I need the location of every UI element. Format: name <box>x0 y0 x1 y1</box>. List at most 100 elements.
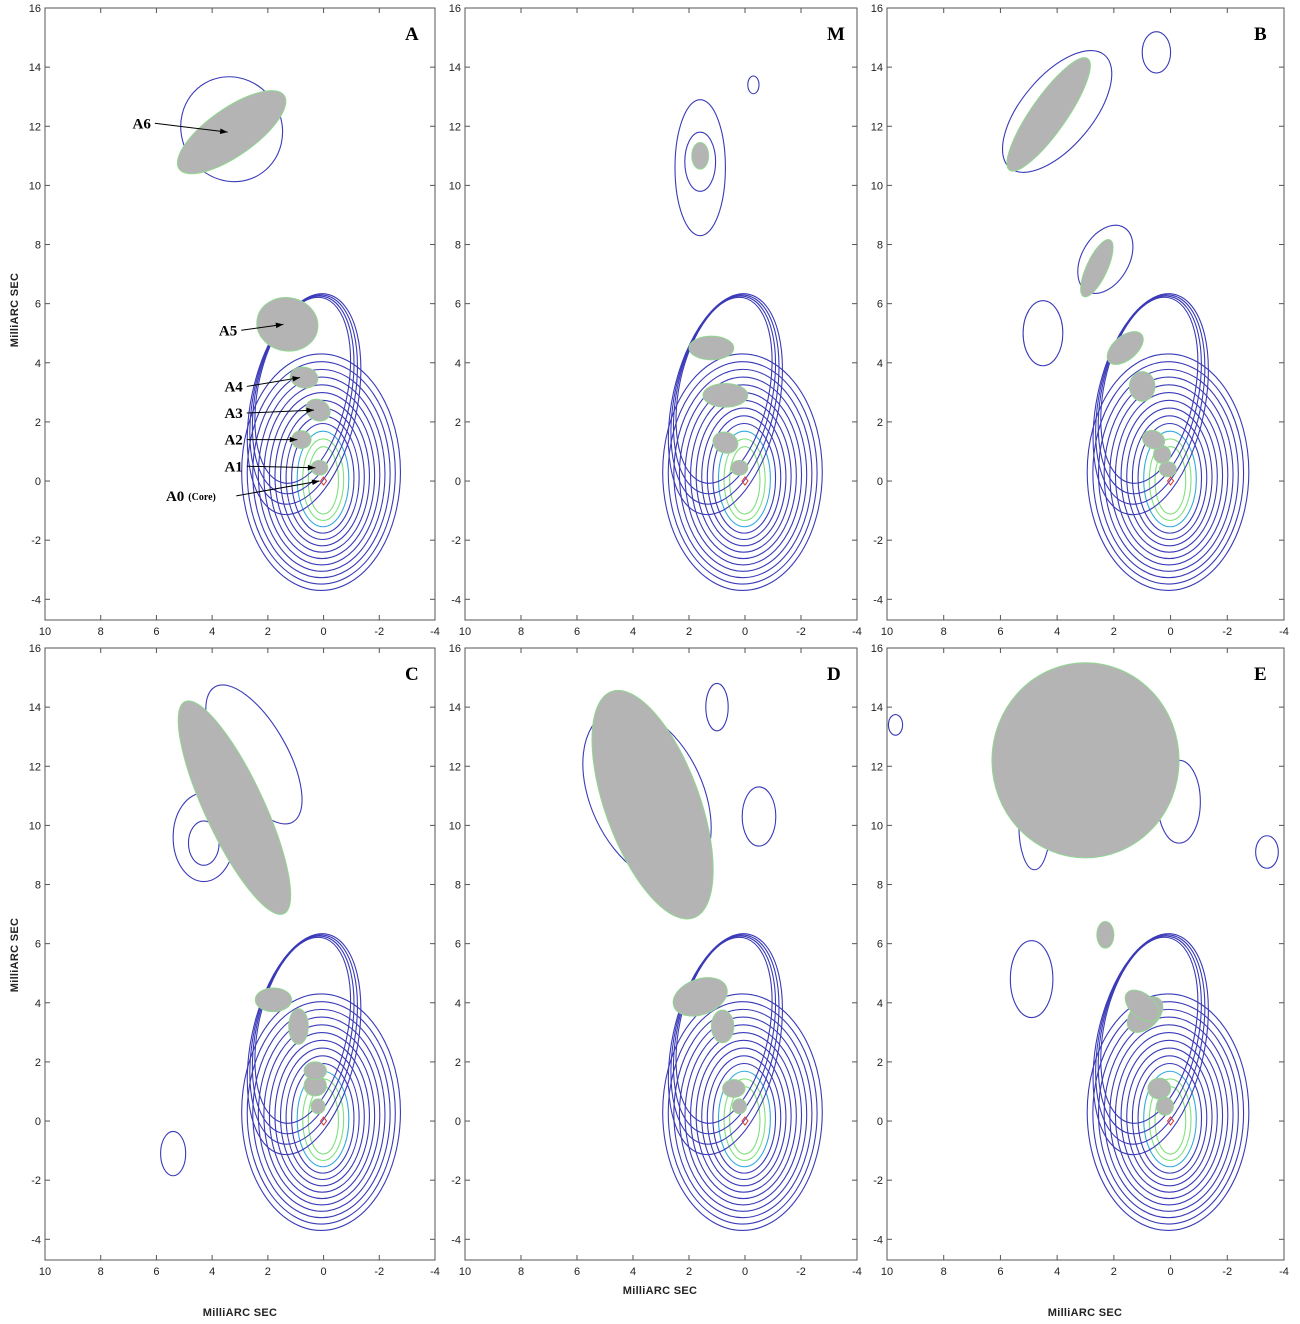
y-tick-label: -4 <box>31 594 41 606</box>
y-tick-label: 4 <box>877 998 883 1010</box>
panel-D: 10 8 6 4 2 0 -2 -4 16 14 12 10 8 6 4 2 0 -2 -4 D <box>449 643 862 1278</box>
outer-contour <box>674 99 726 237</box>
label-arrow <box>246 409 315 414</box>
component-label: A3 <box>224 406 242 422</box>
core-contour <box>1148 438 1192 521</box>
y-tick-label: 6 <box>455 939 461 951</box>
core-contour <box>263 384 381 566</box>
component-label: A1 <box>224 459 242 475</box>
x-tick-label: 6 <box>153 626 159 638</box>
x-tick-label: 10 <box>459 626 471 638</box>
core-contour <box>1097 1008 1239 1219</box>
y-tick-label: 0 <box>35 1116 41 1128</box>
component-ellipse <box>1158 461 1177 478</box>
core-contour <box>1114 392 1224 560</box>
y-tick-label: 8 <box>455 880 461 892</box>
y-tick-label: 8 <box>35 880 41 892</box>
core-contour <box>684 384 803 566</box>
label-arrow <box>154 122 228 133</box>
core-contour <box>667 1001 818 1225</box>
core-contour <box>1103 376 1234 572</box>
core-contour <box>268 392 376 560</box>
x-tick-label: 4 <box>630 626 636 638</box>
y-tick-label: 12 <box>29 761 41 773</box>
core-contour <box>268 1032 376 1200</box>
y-axis-title-top: MilliARC SEC <box>9 273 21 348</box>
outer-contour <box>887 713 904 736</box>
y-tick-label: -2 <box>31 535 41 547</box>
y-tick-label: -4 <box>451 1234 461 1246</box>
core-contour <box>241 993 402 1231</box>
panel-frame <box>464 7 858 621</box>
component-ellipse <box>710 1009 735 1044</box>
component-ellipse <box>730 459 749 476</box>
y-tick-label: 0 <box>877 476 883 488</box>
panel-A: 10 8 6 4 2 0 -2 -4 16 14 12 10 8 6 4 2 0 -2 -4 A A6 A5 A4 A3 A2 A… <box>29 3 440 638</box>
y-tick-label: 14 <box>871 702 883 714</box>
core-contour <box>717 1070 771 1168</box>
y-tick-label: 2 <box>35 1057 41 1069</box>
core-contour <box>302 438 345 521</box>
x-tick-label: -2 <box>796 626 806 638</box>
component-ellipse <box>991 662 1180 859</box>
outer-contour <box>705 682 729 732</box>
outer-contour <box>684 131 717 192</box>
core-contour <box>667 361 818 585</box>
core-contour <box>678 376 808 572</box>
y-tick-label: 4 <box>455 998 461 1010</box>
arrowhead <box>311 479 320 486</box>
component-ellipse <box>305 398 331 422</box>
x-tick-label: 6 <box>997 626 1003 638</box>
y-tick-label: 12 <box>871 121 883 133</box>
core-contour <box>291 422 355 534</box>
core-contour <box>1137 422 1203 534</box>
core-contour <box>712 1062 777 1174</box>
jet-contour <box>254 296 352 484</box>
arrowhead <box>275 322 284 329</box>
outer-contour <box>1255 835 1279 869</box>
x-tick-label: 0 <box>742 1266 748 1278</box>
x-tick-label: -2 <box>374 626 384 638</box>
x-tick-label: -2 <box>796 1266 806 1278</box>
x-tick-label: 6 <box>574 1266 580 1278</box>
jet-contour <box>1097 295 1202 495</box>
x-tick-label: 2 <box>686 626 692 638</box>
y-tick-label: -2 <box>451 535 461 547</box>
y-tick-label: 4 <box>35 998 41 1010</box>
core-contour <box>723 1078 766 1161</box>
jet-contour <box>1100 296 1199 484</box>
core-contour <box>246 1001 396 1225</box>
plot-area <box>160 684 402 1231</box>
x-tick-label: -4 <box>1279 626 1289 638</box>
component-label: A0 <box>166 489 184 505</box>
component-ellipse <box>1141 429 1166 450</box>
component-ellipse <box>177 700 292 915</box>
y-tick-label: 2 <box>35 417 41 429</box>
x-tick-label: -4 <box>430 626 440 638</box>
core-contour <box>662 353 823 591</box>
x-tick-label: -4 <box>1279 1266 1289 1278</box>
x-tick-label: 4 <box>1054 626 1060 638</box>
x-tick-label: 0 <box>1168 1266 1174 1278</box>
core-contour <box>252 368 391 579</box>
panel-frame <box>44 647 436 1261</box>
component-ellipse <box>310 1098 326 1115</box>
core-contour <box>662 993 823 1231</box>
x-tick-label: 4 <box>630 1266 636 1278</box>
arrowhead <box>289 436 298 443</box>
x-tick-label: 10 <box>881 1266 893 1278</box>
core-contour <box>1131 415 1208 541</box>
x-tick-label: 4 <box>1054 1266 1060 1278</box>
x-axis-title-middle: MilliARC SEC <box>623 1285 698 1297</box>
component-ellipse <box>1106 331 1144 365</box>
y-tick-label: 2 <box>455 1057 461 1069</box>
core-contour <box>263 1024 381 1206</box>
x-tick-label: -2 <box>1222 1266 1232 1278</box>
core-contour <box>729 446 761 515</box>
component-sublabel: (Core) <box>188 492 216 503</box>
x-tick-label: 2 <box>1111 626 1117 638</box>
core-contour <box>678 1016 808 1212</box>
core-contour <box>1109 384 1229 566</box>
panel-label: M <box>827 24 845 45</box>
